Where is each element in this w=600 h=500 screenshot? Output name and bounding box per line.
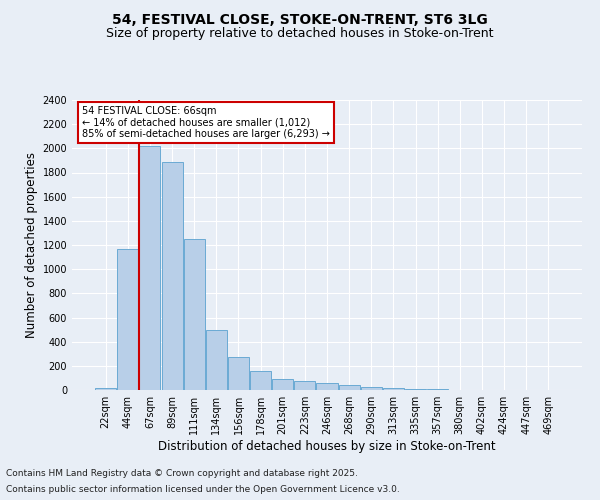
Bar [250, 372, 271, 390]
Y-axis label: Number of detached properties: Number of detached properties [25, 152, 38, 338]
Bar [206, 330, 227, 390]
X-axis label: Distribution of detached houses by size in Stoke-on-Trent: Distribution of detached houses by size … [158, 440, 496, 453]
Bar [272, 378, 293, 390]
Bar [338, 384, 359, 390]
Text: Contains public sector information licensed under the Open Government Licence v3: Contains public sector information licen… [6, 485, 400, 494]
Bar [139, 146, 160, 390]
Bar [95, 388, 116, 390]
Bar [316, 383, 338, 390]
Text: 54, FESTIVAL CLOSE, STOKE-ON-TRENT, ST6 3LG: 54, FESTIVAL CLOSE, STOKE-ON-TRENT, ST6 … [112, 12, 488, 26]
Bar [184, 239, 205, 390]
Bar [228, 358, 249, 390]
Bar [118, 248, 139, 390]
Bar [383, 388, 404, 390]
Text: Contains HM Land Registry data © Crown copyright and database right 2025.: Contains HM Land Registry data © Crown c… [6, 468, 358, 477]
Bar [405, 389, 426, 390]
Bar [361, 387, 382, 390]
Text: Size of property relative to detached houses in Stoke-on-Trent: Size of property relative to detached ho… [106, 28, 494, 40]
Bar [295, 381, 316, 390]
Bar [161, 162, 182, 390]
Text: 54 FESTIVAL CLOSE: 66sqm
← 14% of detached houses are smaller (1,012)
85% of sem: 54 FESTIVAL CLOSE: 66sqm ← 14% of detach… [82, 106, 330, 139]
